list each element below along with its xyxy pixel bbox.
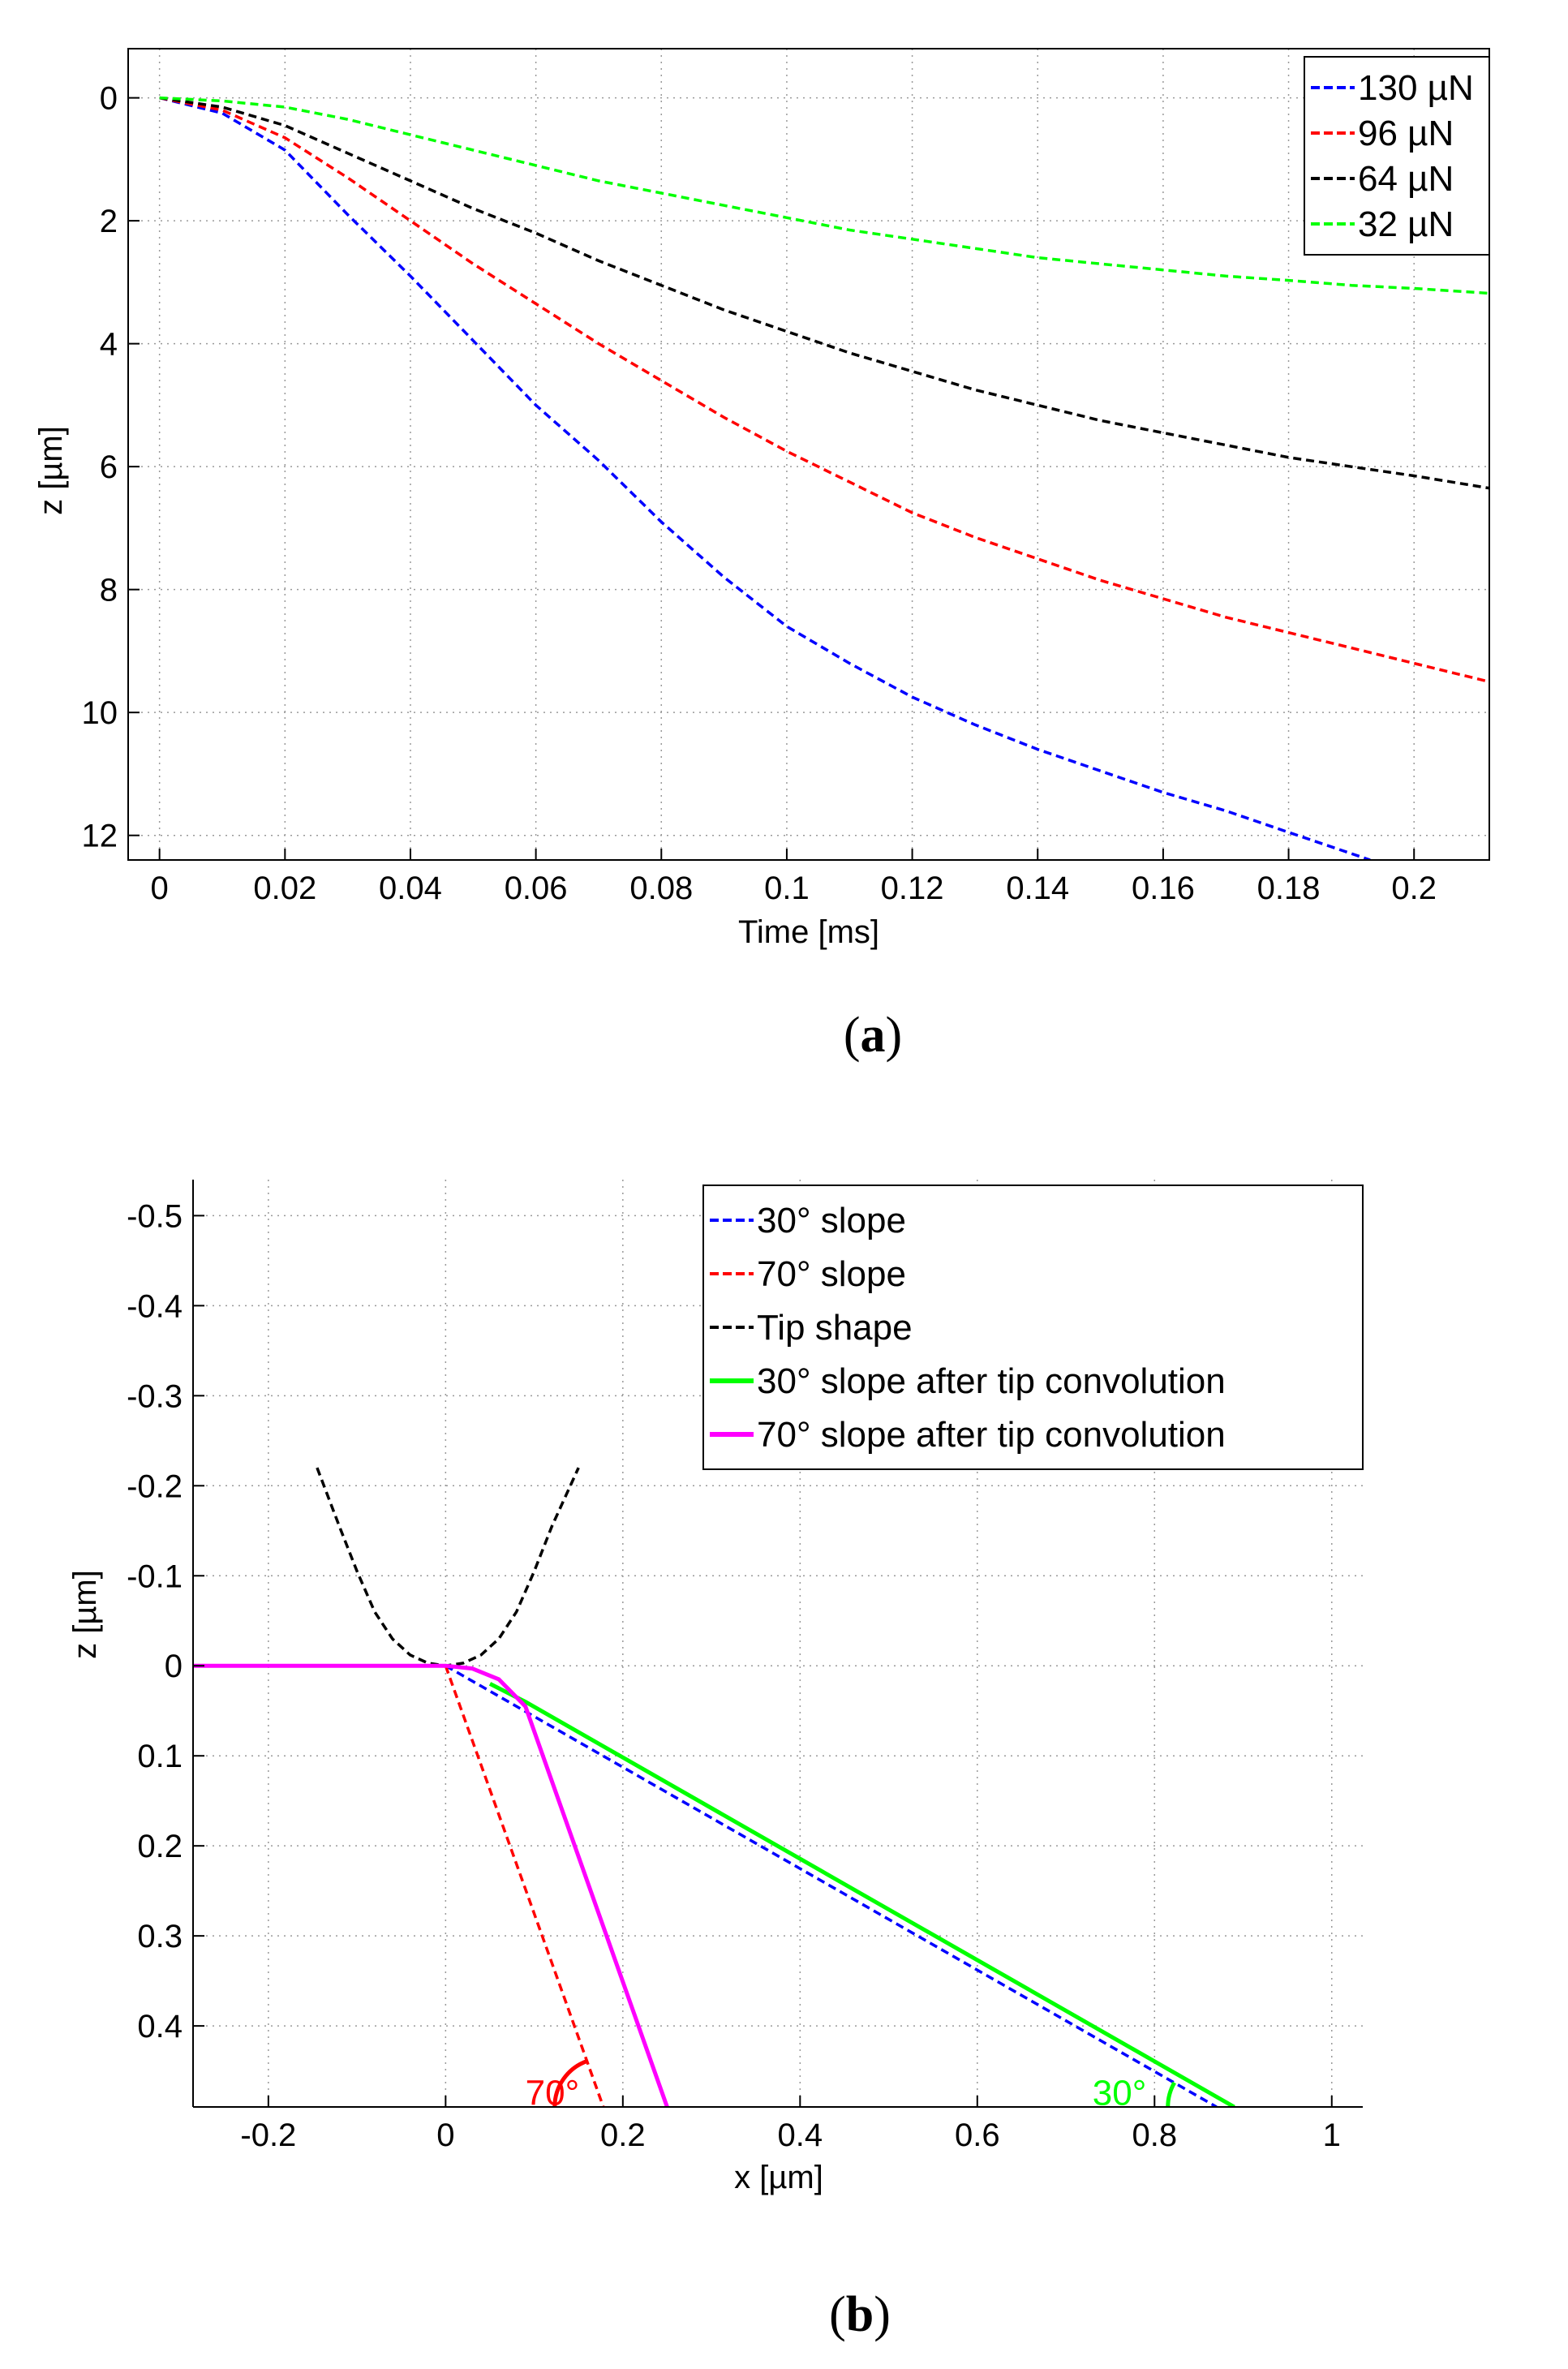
x-tick-label: 0.8 (1132, 2117, 1177, 2153)
series-line-3 (316, 1467, 580, 1667)
y-tick-label: 2 (100, 204, 118, 239)
x-tick-label: 0.4 (778, 2117, 823, 2153)
x-tick-label: -0.2 (240, 2117, 296, 2153)
y-tick-label: 4 (100, 327, 118, 363)
x-tick-label: 0.2 (600, 2117, 646, 2153)
legend-label: 70° slope after tip convolution (757, 1415, 1226, 1455)
y-tick-label: -0.5 (127, 1198, 183, 1234)
legend-box (1304, 56, 1490, 256)
y-tick-label: 0 (165, 1649, 183, 1684)
x-tick-label: 0 (151, 871, 169, 906)
y-tick-label: -0.3 (127, 1378, 183, 1414)
ylabel-a: z [µm] (33, 426, 69, 515)
legend-label: 96 µN (1358, 114, 1454, 153)
xlabel-b: x [µm] (734, 2160, 823, 2195)
caption-a-letter: a (861, 1008, 886, 1063)
caption-a: (a) (844, 1008, 902, 1063)
caption-b: (b) (829, 2287, 891, 2342)
legend-box (702, 1184, 1364, 1470)
x-tick-label: 0 (436, 2117, 454, 2153)
xlabel-a: Time [ms] (738, 914, 879, 950)
legend-label: 30° slope after tip convolution (757, 1361, 1226, 1401)
x-tick-label: 0.2 (1391, 871, 1437, 906)
y-tick-label: 0 (100, 81, 118, 117)
legend-b: 30° slope 70° slope Tip shape 30° slope aft… (702, 1184, 1364, 1470)
legend-label: 64 µN (1358, 159, 1454, 199)
x-tick-label: 0.06 (505, 871, 568, 906)
x-tick-label: 1 (1323, 2117, 1341, 2153)
chart-a: 0 0.02 0.04 0.06 0.08 0.1 0.12 0.14 0.16 0.18 0.2 0… (33, 48, 1490, 1063)
angle-arc (552, 2059, 588, 2108)
y-tick-label: 0.2 (137, 1829, 183, 1864)
series-line-4 (488, 1682, 1235, 2107)
angle-arc (1166, 2081, 1177, 2108)
legend-label: Tip shape (757, 1308, 913, 1348)
x-tick-label: 0.02 (253, 871, 316, 906)
y-tick-label: 6 (100, 449, 118, 485)
legend-label: 30° slope (757, 1201, 906, 1240)
x-tick-label: 0.1 (764, 871, 810, 906)
y-tick-label: 10 (82, 695, 118, 731)
x-tick-label: 0.14 (1006, 871, 1069, 906)
y-tick-label: 8 (100, 573, 118, 608)
caption-b-letter: b (846, 2287, 874, 2342)
x-tick-label: 0.04 (379, 871, 442, 906)
series-line-4 (159, 96, 1489, 295)
y-tick-label: -0.2 (127, 1468, 183, 1504)
legend-label: 130 µN (1358, 68, 1474, 108)
x-tick-label: 0.08 (629, 871, 693, 906)
series-line-5 (193, 1663, 669, 2107)
legend-a: 130 µN 96 µN 64 µN 32 µN (1304, 56, 1490, 256)
y-tick-label: -0.1 (127, 1559, 183, 1594)
x-tick-label: 0.6 (955, 2117, 1000, 2153)
chart-b: 70° 30° -0.2 0 0.2 0.4 0.6 0.8 1-0.5-0.4-0.3-0.… (67, 1180, 1364, 2342)
y-tick-label: 0.1 (137, 1739, 183, 1774)
legend-label: 70° slope (757, 1254, 906, 1294)
series-line-2 (444, 1665, 605, 2107)
ylabel-b: z [µm] (67, 1570, 103, 1659)
plot-frame-a (127, 48, 1490, 861)
x-tick-label: 0.16 (1132, 871, 1195, 906)
series-line-1 (445, 1664, 1218, 2107)
series-line-3 (159, 96, 1489, 490)
y-tick-label: 0.4 (137, 2009, 183, 2044)
y-tick-label: 12 (82, 819, 118, 854)
x-tick-label: 0.12 (881, 871, 944, 906)
y-tick-label: 0.3 (137, 1919, 183, 1954)
series-line-2 (159, 96, 1489, 683)
x-tick-label: 0.18 (1257, 871, 1321, 906)
y-tick-label: -0.4 (127, 1288, 183, 1324)
legend-label: 32 µN (1358, 204, 1454, 244)
